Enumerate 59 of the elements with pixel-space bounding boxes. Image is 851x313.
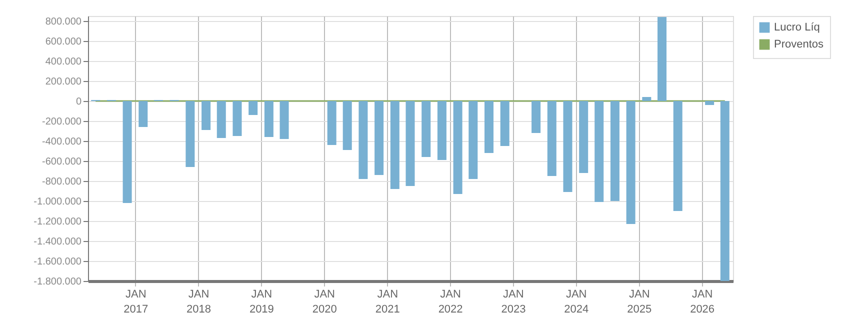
bar xyxy=(579,101,588,173)
legend-label: Proventos xyxy=(774,38,824,50)
y-tick-label: -1.400.000 xyxy=(34,236,82,248)
bar xyxy=(484,101,494,153)
bar xyxy=(673,101,682,211)
bar xyxy=(232,101,242,136)
y-tick-label: -1.200.000 xyxy=(34,216,82,228)
bar xyxy=(202,101,211,130)
bar xyxy=(280,101,289,139)
y-tick-label: 600.000 xyxy=(45,36,82,48)
y-tick-label: -400.000 xyxy=(42,136,82,148)
x-tick-label: JAN 2026 xyxy=(690,288,715,313)
y-tick-label: -1.000.000 xyxy=(34,196,82,208)
bar xyxy=(468,101,478,179)
bar xyxy=(406,101,415,186)
bar xyxy=(374,101,384,175)
y-tick-label: -800.000 xyxy=(42,176,82,188)
x-tick-label: JAN 2023 xyxy=(501,288,526,313)
y-tick-label: 200.000 xyxy=(45,76,82,88)
bar xyxy=(642,97,652,101)
x-tick-label: JAN 2019 xyxy=(249,288,274,313)
bar xyxy=(422,101,431,157)
bar xyxy=(610,101,620,201)
y-tick-label: -200.000 xyxy=(42,116,82,128)
x-tick-label: JAN 2020 xyxy=(312,288,337,313)
x-tick-label: JAN 2018 xyxy=(186,288,212,313)
y-tick-label: 800.000 xyxy=(45,16,82,28)
x-tick-label: JAN 2025 xyxy=(627,288,652,313)
bar xyxy=(122,101,132,203)
bar xyxy=(453,101,462,194)
bar xyxy=(658,17,667,101)
bar xyxy=(327,101,336,145)
y-tick-label: 0 xyxy=(76,96,82,108)
bar xyxy=(500,101,510,146)
bar xyxy=(705,101,714,105)
bar xyxy=(390,101,400,189)
bar xyxy=(532,101,541,133)
bar xyxy=(138,101,148,127)
y-tick-label: -1.800.000 xyxy=(34,276,82,288)
bar xyxy=(626,101,636,224)
y-tick-label: 400.000 xyxy=(45,56,82,68)
bar xyxy=(547,101,556,176)
bar xyxy=(594,101,604,202)
bar xyxy=(248,101,258,115)
x-tick-label: JAN 2024 xyxy=(564,288,589,313)
x-tick-label: JAN 2017 xyxy=(124,288,148,313)
legend-label: Lucro Líq xyxy=(774,22,820,34)
bar xyxy=(437,101,446,160)
y-tick-label: -1.600.000 xyxy=(34,256,82,268)
bar xyxy=(720,101,730,281)
x-tick-label: JAN 2022 xyxy=(438,288,463,313)
bar xyxy=(264,101,274,137)
bar xyxy=(358,101,368,179)
bar xyxy=(563,101,572,192)
x-tick-label: JAN 2021 xyxy=(375,288,400,313)
bar xyxy=(216,101,226,138)
bar xyxy=(342,101,352,150)
y-tick-label: -600.000 xyxy=(42,156,82,168)
bar xyxy=(186,101,195,167)
